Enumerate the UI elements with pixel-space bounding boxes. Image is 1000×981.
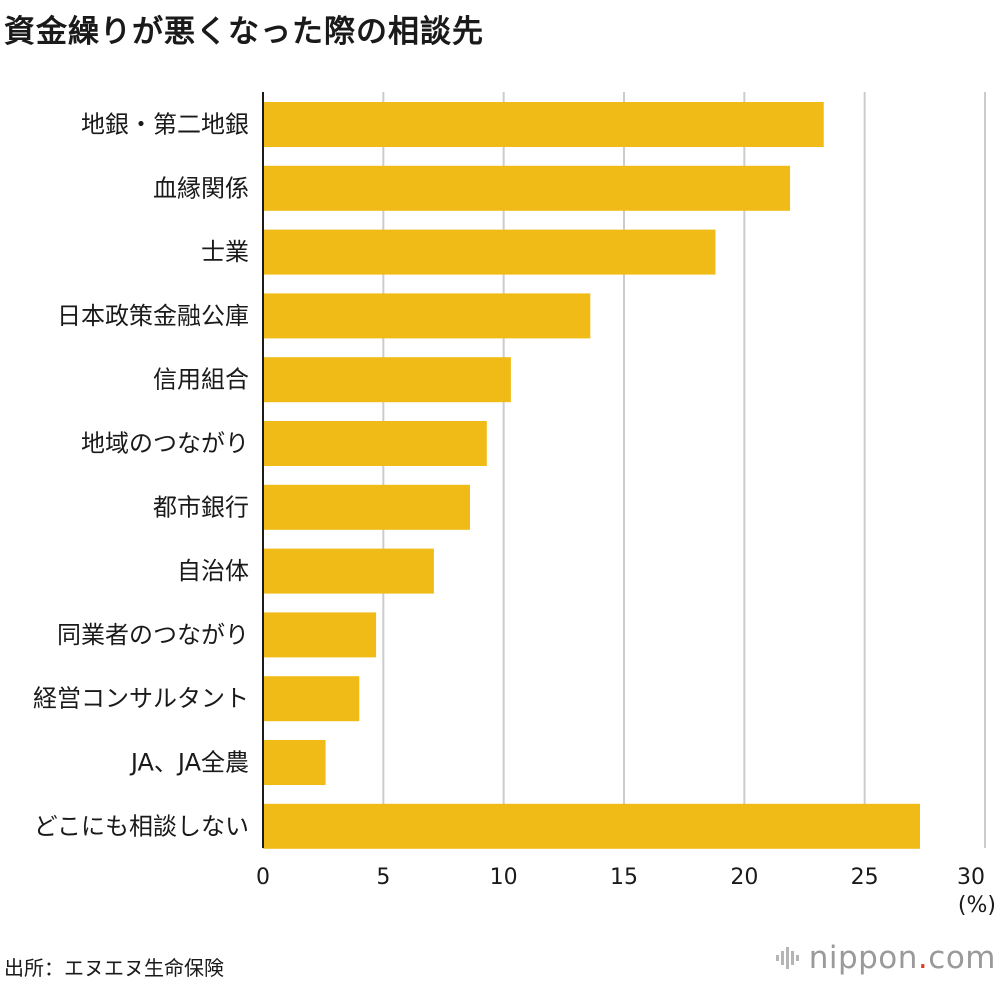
category-label: JA、JA全農 (129, 749, 249, 777)
bar (263, 740, 326, 785)
bar (263, 357, 511, 403)
category-label: 地銀・第二地銀 (81, 111, 249, 139)
x-tick-label: 15 (610, 865, 638, 890)
category-label: 日本政策金融公庫 (57, 302, 249, 330)
sound-wave-icon (775, 947, 799, 969)
category-label: 自治体 (177, 557, 249, 585)
x-tick-label: 30 (957, 865, 985, 890)
nippon-logo: nippon.com (775, 940, 996, 976)
category-labels: 地銀・第二地銀血縁関係士業日本政策金融公庫信用組合地域のつながり都市銀行自治体同… (33, 111, 249, 841)
x-tick-label: 5 (376, 865, 390, 890)
bars (263, 102, 921, 849)
bar (263, 229, 716, 275)
category-label: 都市銀行 (153, 493, 249, 521)
x-tick-label: 0 (256, 865, 270, 890)
source-note: 出所：エヌエヌ生命保険 (4, 956, 224, 980)
bar (263, 548, 434, 594)
chart-title: 資金繰りが悪くなった際の相談先 (4, 14, 484, 50)
bar-chart: 地銀・第二地銀血縁関係士業日本政策金融公庫信用組合地域のつながり都市銀行自治体同… (33, 92, 996, 918)
bar (263, 676, 360, 722)
bar (263, 612, 377, 658)
bar (263, 165, 791, 211)
x-tick-labels: 0 5 10 15 20 25 30 (256, 865, 985, 890)
x-tick-label: 25 (851, 865, 879, 890)
category-label: 地域のつながり (81, 430, 249, 458)
category-label: 同業者のつながり (57, 621, 249, 649)
category-label: 信用組合 (153, 366, 249, 394)
category-label: 経営コンサルタント (33, 685, 249, 713)
grid-lines (382, 92, 986, 848)
brand-name: nippon.com (808, 940, 996, 976)
x-tick-label: 20 (730, 865, 758, 890)
x-axis-unit-label: (%) (958, 893, 996, 918)
bar (263, 421, 487, 466)
category-label: どこにも相談しない (34, 812, 249, 840)
bar (263, 102, 824, 147)
bar (263, 803, 921, 849)
bar (263, 293, 591, 339)
category-label: 血縁関係 (153, 174, 249, 202)
x-tick-label: 10 (490, 865, 518, 890)
category-label: 士業 (201, 238, 249, 266)
bar (263, 484, 470, 530)
